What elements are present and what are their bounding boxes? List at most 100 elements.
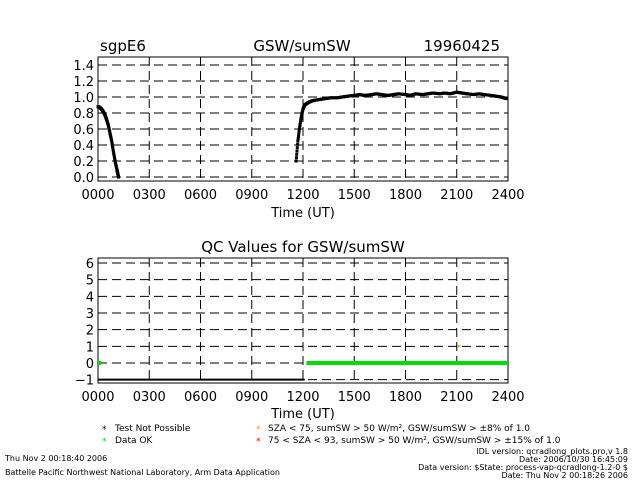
data-point bbox=[297, 132, 301, 136]
data-point bbox=[111, 144, 115, 148]
x-tick-label: 2100 bbox=[440, 188, 473, 203]
legend: * Test Not Possible * Data OK * SZA < 75… bbox=[102, 424, 561, 447]
x-tick-label: 1500 bbox=[338, 188, 371, 203]
data-point bbox=[111, 149, 115, 153]
x-tick-label: 1800 bbox=[389, 390, 422, 405]
legend-symbol-test-not-possible: * bbox=[102, 425, 107, 435]
data-point bbox=[112, 153, 116, 157]
data-point bbox=[298, 124, 302, 128]
y-tick-label: 1 bbox=[86, 340, 94, 355]
y-tick-label: 0.6 bbox=[73, 123, 94, 138]
qc-point-orange bbox=[457, 345, 460, 348]
y-tick-label: 6 bbox=[86, 257, 94, 272]
data-point bbox=[295, 146, 299, 150]
data-point bbox=[299, 118, 303, 122]
data-point bbox=[298, 122, 302, 126]
data-point bbox=[110, 142, 114, 146]
qc-data-bottom bbox=[98, 345, 508, 381]
data-point bbox=[298, 125, 302, 129]
x-ticks-bottom: 0000 0300 0600 0900 1200 1500 1800 2100 2400 bbox=[81, 390, 524, 405]
y-tick-label: 0.4 bbox=[73, 139, 94, 154]
legend-symbol-data-ok: * bbox=[102, 437, 107, 447]
data-point bbox=[296, 137, 300, 141]
plot-frame-top bbox=[97, 56, 509, 182]
legend-symbol-sza-93: * bbox=[256, 437, 261, 447]
y-tick-label: 3 bbox=[86, 307, 94, 322]
y-tick-label: 0 bbox=[86, 357, 94, 372]
chart-title-top: GSW/sumSW bbox=[253, 37, 350, 55]
data-point bbox=[294, 159, 298, 163]
data-point bbox=[294, 156, 298, 160]
y-tick-label: 5 bbox=[86, 274, 94, 289]
site-label: sgpE6 bbox=[100, 37, 146, 55]
legend-label-sza-75: SZA < 75, sumSW > 50 W/m², GSW/sumSW > ±… bbox=[268, 424, 530, 434]
data-point bbox=[295, 152, 299, 156]
y-tick-label: 0.2 bbox=[73, 155, 94, 170]
x-tick-label: 2400 bbox=[491, 188, 524, 203]
grid-top bbox=[98, 57, 508, 181]
x-tick-label: 0300 bbox=[133, 188, 166, 203]
y-tick-label: 1.2 bbox=[73, 75, 94, 90]
x-tick-label: 0000 bbox=[81, 188, 114, 203]
chart-title-bottom: QC Values for GSW/sumSW bbox=[201, 238, 405, 256]
data-point bbox=[113, 157, 117, 161]
data-point bbox=[110, 139, 114, 143]
y-tick-label: 1.4 bbox=[73, 59, 94, 74]
x-tick-label: 2400 bbox=[491, 390, 524, 405]
data-point bbox=[298, 120, 302, 124]
x-tick-label: 1800 bbox=[389, 188, 422, 203]
legend-label-sza-93: 75 < SZA < 93, sumSW > 50 W/m², GSW/sumS… bbox=[268, 436, 561, 446]
y-tick-label: 1.0 bbox=[73, 91, 94, 106]
x-tick-label: 0900 bbox=[235, 390, 268, 405]
data-point bbox=[504, 97, 508, 101]
x-tick-label: 1200 bbox=[286, 390, 319, 405]
y-tick-label: 0.8 bbox=[73, 107, 94, 122]
x-tick-label: 1200 bbox=[286, 188, 319, 203]
chart-top: sgpE6 GSW/sumSW 19960425 0.00.20.40.60.8… bbox=[73, 37, 524, 221]
footer-right-run-date: Date: Thu Nov 2 00:18:26 2006 bbox=[501, 471, 628, 480]
legend-label-test-not-possible: Test Not Possible bbox=[114, 424, 191, 434]
x-axis-label-top: Time (UT) bbox=[270, 206, 335, 221]
data-point bbox=[299, 117, 303, 121]
data-point bbox=[111, 146, 115, 150]
x-tick-label: 1500 bbox=[338, 390, 371, 405]
data-point bbox=[296, 139, 300, 143]
chart-bottom: QC Values for GSW/sumSW −1 0 12 3 45 6 0000 03… bbox=[75, 238, 525, 422]
data-point bbox=[111, 148, 115, 152]
x-tick-label: 0900 bbox=[235, 188, 268, 203]
legend-label-data-ok: Data OK bbox=[115, 436, 153, 446]
data-point bbox=[295, 149, 299, 153]
footer-right-idl: IDL version: qcradlong_plots.pro,v 1.8 bbox=[476, 447, 628, 456]
footer: Thu Nov 2 00:18:40 2006 Battelle Pacific… bbox=[4, 447, 628, 480]
footer-left-timestamp: Thu Nov 2 00:18:40 2006 bbox=[4, 454, 107, 463]
data-point bbox=[297, 130, 301, 134]
footer-left-lab: Battelle Pacific Northwest National Labo… bbox=[5, 468, 280, 477]
y-ticks-bottom: −1 0 12 3 45 6 bbox=[75, 257, 94, 389]
data-point bbox=[112, 151, 116, 155]
date-label: 19960425 bbox=[424, 37, 500, 55]
x-axis-label-bottom: Time (UT) bbox=[270, 407, 335, 422]
y-tick-label: 2 bbox=[86, 324, 94, 339]
x-tick-label: 0600 bbox=[184, 390, 217, 405]
y-tick-label: −1 bbox=[75, 374, 94, 389]
data-point bbox=[113, 156, 117, 160]
data-point bbox=[296, 142, 300, 146]
x-tick-label: 2100 bbox=[440, 390, 473, 405]
legend-symbol-sza-75: * bbox=[256, 425, 261, 435]
footer-right-version: Data version: $State: process-vap-qcradl… bbox=[418, 463, 628, 472]
data-point bbox=[112, 154, 116, 158]
data-point bbox=[110, 141, 114, 145]
y-ticks-top: 0.00.20.40.60.81.01.21.4 bbox=[73, 59, 94, 186]
y-tick-label: 4 bbox=[86, 290, 94, 305]
x-tick-label: 0300 bbox=[133, 390, 166, 405]
x-tick-label: 0000 bbox=[81, 390, 114, 405]
plot-frame-bottom bbox=[97, 257, 509, 384]
x-ticks-top: 0000 0300 0600 0900 1200 1500 1800 2100 2400 bbox=[81, 188, 524, 203]
x-tick-label: 0600 bbox=[184, 188, 217, 203]
y-tick-label: 0.0 bbox=[73, 171, 94, 186]
data-points-top bbox=[96, 90, 508, 179]
data-point bbox=[296, 134, 300, 138]
data-point bbox=[297, 128, 301, 132]
footer-right-date: Date: 2006/10/30 16:45:09 bbox=[519, 455, 628, 464]
